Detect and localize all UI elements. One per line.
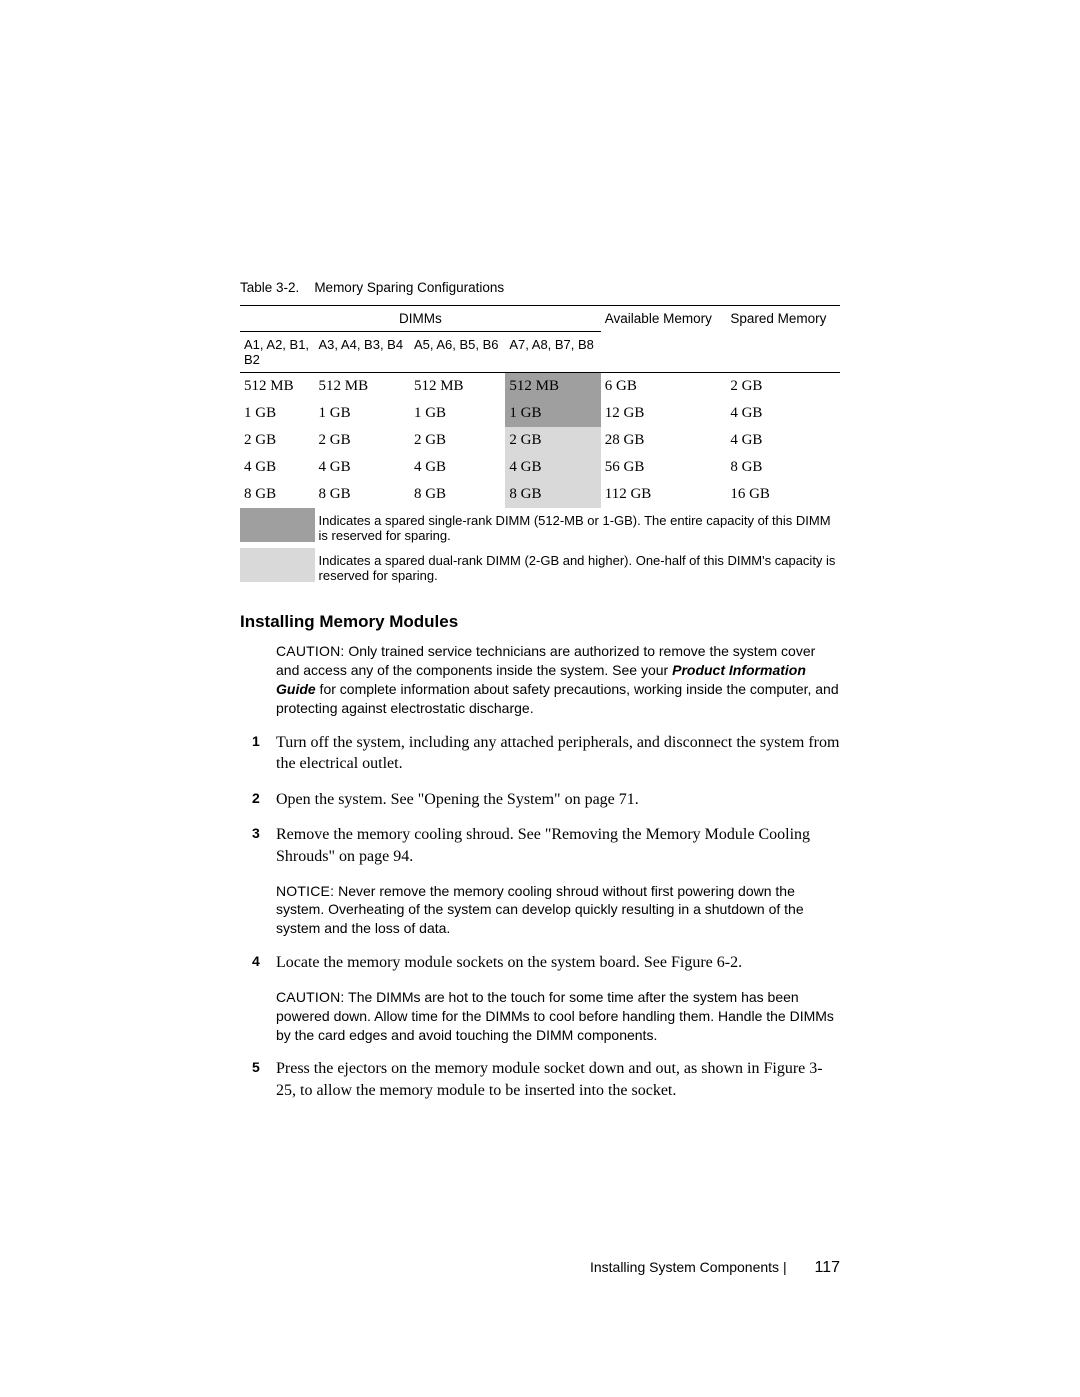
header-spared: Spared Memory: [726, 306, 840, 373]
cell: 4 GB: [240, 454, 315, 481]
footer-text: Installing System Components: [590, 1259, 779, 1275]
cell: 1 GB: [315, 400, 410, 427]
header-col4: A7, A8, B7, B8: [505, 332, 600, 373]
table-row: 8 GB 8 GB 8 GB 8 GB 112 GB 16 GB: [240, 481, 840, 508]
cell: 56 GB: [601, 454, 727, 481]
cell: 1 GB: [240, 400, 315, 427]
header-dimms: DIMMs: [240, 306, 601, 332]
cell: 1 GB: [410, 400, 505, 427]
cell: 16 GB: [726, 481, 840, 508]
caution-text-c: for complete information about safety pr…: [276, 681, 839, 716]
table-row: 2 GB 2 GB 2 GB 2 GB 28 GB 4 GB: [240, 427, 840, 454]
notice-text: Never remove the memory cooling shroud w…: [276, 883, 804, 937]
cell: 8 GB: [410, 481, 505, 508]
legend-swatch-dark: [240, 508, 315, 548]
steps-list: Turn off the system, including any attac…: [240, 732, 840, 1102]
step-4: Locate the memory module sockets on the …: [240, 952, 840, 1044]
step-5: Press the ejectors on the memory module …: [240, 1058, 840, 1101]
page-footer: Installing System Components | 117: [590, 1259, 840, 1277]
cell: 8 GB: [726, 454, 840, 481]
cell: 4 GB: [726, 400, 840, 427]
page-number: 117: [814, 1259, 840, 1276]
step-2: Open the system. See "Opening the System…: [240, 789, 840, 811]
cell-shaded: 1 GB: [505, 400, 600, 427]
section-heading: Installing Memory Modules: [240, 612, 840, 632]
cell: 2 GB: [410, 427, 505, 454]
legend-text-light: Indicates a spared dual-rank DIMM (2-GB …: [315, 548, 840, 588]
cell: 4 GB: [726, 427, 840, 454]
caution-block-2: CAUTION: The DIMMs are hot to the touch …: [276, 988, 840, 1045]
cell-shaded: 8 GB: [505, 481, 600, 508]
cell: 6 GB: [601, 373, 727, 401]
table-caption: Table 3-2. Memory Sparing Configurations: [240, 280, 840, 295]
legend-row-dark: Indicates a spared single-rank DIMM (512…: [240, 508, 840, 548]
cell: 2 GB: [315, 427, 410, 454]
caution-label: CAUTION:: [276, 643, 345, 659]
notice-block: NOTICE: Never remove the memory cooling …: [276, 882, 840, 939]
cell: 512 MB: [240, 373, 315, 401]
cell-shaded: 2 GB: [505, 427, 600, 454]
step-3-text: Remove the memory cooling shroud. See "R…: [276, 826, 810, 865]
table-caption-prefix: Table 3-2.: [240, 280, 299, 295]
header-available: Available Memory: [601, 306, 727, 373]
footer-sep: |: [783, 1259, 787, 1275]
cell: 112 GB: [601, 481, 727, 508]
header-col2: A3, A4, B3, B4: [315, 332, 410, 373]
legend-text-dark: Indicates a spared single-rank DIMM (512…: [315, 508, 840, 548]
caution-block-1: CAUTION: Only trained service technician…: [276, 642, 840, 718]
step-1: Turn off the system, including any attac…: [240, 732, 840, 775]
cell-shaded: 512 MB: [505, 373, 600, 401]
cell: 4 GB: [410, 454, 505, 481]
table-caption-text: Memory Sparing Configurations: [314, 280, 504, 295]
table-row: 1 GB 1 GB 1 GB 1 GB 12 GB 4 GB: [240, 400, 840, 427]
step-4-text: Locate the memory module sockets on the …: [276, 954, 742, 971]
cell: 2 GB: [240, 427, 315, 454]
cell-shaded: 4 GB: [505, 454, 600, 481]
legend-swatch-light: [240, 548, 315, 588]
header-col3: A5, A6, B5, B6: [410, 332, 505, 373]
cell: 8 GB: [240, 481, 315, 508]
document-page: Table 3-2. Memory Sparing Configurations…: [0, 0, 1080, 1397]
table-header-row-1: DIMMs Available Memory Spared Memory: [240, 306, 840, 332]
table-row: 4 GB 4 GB 4 GB 4 GB 56 GB 8 GB: [240, 454, 840, 481]
cell: 512 MB: [315, 373, 410, 401]
cell: 4 GB: [315, 454, 410, 481]
cell: 2 GB: [726, 373, 840, 401]
step-3: Remove the memory cooling shroud. See "R…: [240, 824, 840, 938]
caution-text-2: The DIMMs are hot to the touch for some …: [276, 989, 834, 1043]
cell: 8 GB: [315, 481, 410, 508]
header-col1: A1, A2, B1, B2: [240, 332, 315, 373]
caution-label-2: CAUTION:: [276, 989, 345, 1005]
table-row: 512 MB 512 MB 512 MB 512 MB 6 GB 2 GB: [240, 373, 840, 401]
notice-label: NOTICE:: [276, 883, 334, 899]
cell: 12 GB: [601, 400, 727, 427]
memory-sparing-table: DIMMs Available Memory Spared Memory A1,…: [240, 305, 840, 588]
cell: 28 GB: [601, 427, 727, 454]
legend-row-light: Indicates a spared dual-rank DIMM (2-GB …: [240, 548, 840, 588]
cell: 512 MB: [410, 373, 505, 401]
